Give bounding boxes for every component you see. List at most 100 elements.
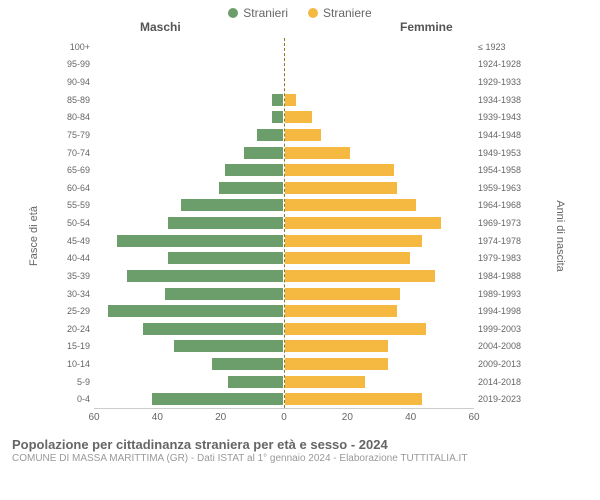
half-male xyxy=(94,126,284,144)
half-female xyxy=(284,391,474,409)
pyramid-row: 35-391984-1988 xyxy=(55,267,530,285)
bar-male xyxy=(126,269,284,283)
half-female xyxy=(284,320,474,338)
half-female xyxy=(284,285,474,303)
age-label: 75-79 xyxy=(55,130,94,140)
bar-male xyxy=(173,339,284,353)
half-female xyxy=(284,267,474,285)
half-female xyxy=(284,38,474,56)
birth-year-label: 2004-2008 xyxy=(474,341,530,351)
half-male xyxy=(94,373,284,391)
y-axis-right-title: Anni di nascita xyxy=(554,200,566,272)
pyramid-row: 95-991924-1928 xyxy=(55,56,530,74)
bar-female xyxy=(284,128,322,142)
pyramid-row: 25-291994-1998 xyxy=(55,302,530,320)
chart-area: Fasce di età Anni di nascita 100+ ≤ 1923 9… xyxy=(0,38,600,433)
birth-year-label: 1934-1938 xyxy=(474,95,530,105)
half-male xyxy=(94,197,284,215)
center-divider xyxy=(284,38,285,408)
pyramid-row: 45-491974-1978 xyxy=(55,232,530,250)
half-female xyxy=(284,73,474,91)
birth-year-label: 2009-2013 xyxy=(474,359,530,369)
bar-male xyxy=(142,322,285,336)
age-label: 40-44 xyxy=(55,253,94,263)
half-male xyxy=(94,38,284,56)
pyramid-row: 5-9 2014-2018 xyxy=(55,373,530,391)
pyramid-row: 10-142009-2013 xyxy=(55,355,530,373)
pyramid-row: 20-241999-2003 xyxy=(55,320,530,338)
pyramid-row: 50-54 1969-1973 xyxy=(55,214,530,232)
pyramid-row: 85-89 1934-1938 xyxy=(55,91,530,109)
pyramid-row: 15-19 2004-2008 xyxy=(55,338,530,356)
bar-female xyxy=(284,146,351,160)
bar-zone xyxy=(94,38,474,56)
half-female xyxy=(284,56,474,74)
half-female xyxy=(284,161,474,179)
birth-year-label: 1979-1983 xyxy=(474,253,530,263)
x-tick: 0 xyxy=(281,412,287,423)
bar-male xyxy=(164,287,284,301)
bar-male xyxy=(271,110,284,124)
legend-label-female: Straniere xyxy=(323,6,372,20)
bar-male xyxy=(151,392,284,406)
age-label: 55-59 xyxy=(55,200,94,210)
bar-male xyxy=(224,163,284,177)
bar-female xyxy=(284,181,398,195)
pyramid-row: 90-941929-1933 xyxy=(55,73,530,91)
birth-year-label: 1944-1948 xyxy=(474,130,530,140)
half-female xyxy=(284,250,474,268)
x-tick: 60 xyxy=(468,412,479,423)
bar-female xyxy=(284,163,395,177)
pyramid-row: 0-42019-2023 xyxy=(55,391,530,409)
half-male xyxy=(94,267,284,285)
birth-year-label: 2014-2018 xyxy=(474,377,530,387)
birth-year-label: 1964-1968 xyxy=(474,200,530,210)
x-tick: 40 xyxy=(405,412,416,423)
pyramid-row: 100+ ≤ 1923 xyxy=(55,38,530,56)
age-label: 65-69 xyxy=(55,165,94,175)
bar-female xyxy=(284,198,417,212)
birth-year-label: 1999-2003 xyxy=(474,324,530,334)
age-label: 25-29 xyxy=(55,306,94,316)
half-male xyxy=(94,355,284,373)
birth-year-label: 2019-2023 xyxy=(474,394,530,404)
birth-year-label: 1969-1973 xyxy=(474,218,530,228)
half-female xyxy=(284,109,474,127)
birth-year-label: 1984-1988 xyxy=(474,271,530,281)
half-female xyxy=(284,373,474,391)
chart-subtitle: COMUNE DI MASSA MARITTIMA (GR) - Dati IS… xyxy=(12,453,600,464)
x-axis: 6040200204060 xyxy=(94,408,474,433)
bar-female xyxy=(284,234,423,248)
half-female xyxy=(284,355,474,373)
pyramid-row: 30-341989-1993 xyxy=(55,285,530,303)
age-label: 100+ xyxy=(55,42,94,52)
half-male xyxy=(94,338,284,356)
half-female xyxy=(284,302,474,320)
half-female xyxy=(284,197,474,215)
age-label: 85-89 xyxy=(55,95,94,105)
y-axis-left-title: Fasce di età xyxy=(28,206,40,266)
half-male xyxy=(94,161,284,179)
pyramid-row: 60-641959-1963 xyxy=(55,179,530,197)
header-female: Femmine xyxy=(400,20,453,34)
age-label: 50-54 xyxy=(55,218,94,228)
legend-item-male: Stranieri xyxy=(228,6,288,20)
age-label: 15-19 xyxy=(55,341,94,351)
bar-female xyxy=(284,93,297,107)
half-female xyxy=(284,179,474,197)
age-label: 60-64 xyxy=(55,183,94,193)
age-label: 80-84 xyxy=(55,112,94,122)
age-label: 5-9 xyxy=(55,377,94,387)
column-headers: Maschi Femmine xyxy=(0,20,600,38)
age-label: 70-74 xyxy=(55,148,94,158)
pyramid-row: 75-79 1944-1948 xyxy=(55,126,530,144)
x-tick: 20 xyxy=(342,412,353,423)
birth-year-label: ≤ 1923 xyxy=(474,42,530,52)
pyramid-row: 65-691954-1958 xyxy=(55,161,530,179)
half-female xyxy=(284,232,474,250)
footer: Popolazione per cittadinanza straniera p… xyxy=(0,433,600,464)
bar-female xyxy=(284,322,427,336)
bar-male xyxy=(107,304,284,318)
legend: Stranieri Straniere xyxy=(0,0,600,20)
bar-male xyxy=(211,357,284,371)
